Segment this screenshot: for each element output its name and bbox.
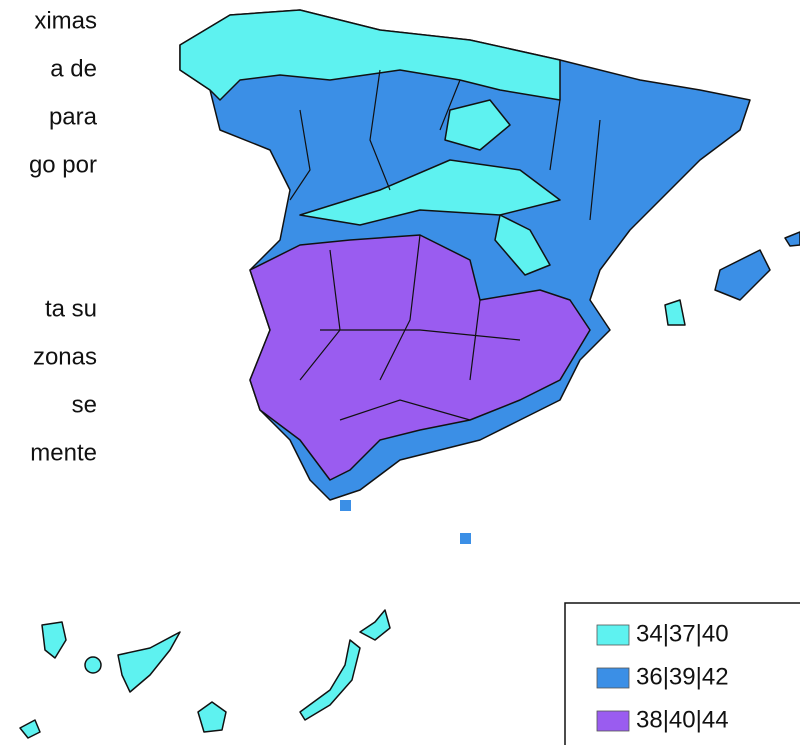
menorca	[784, 231, 800, 247]
el-hierro	[19, 719, 41, 739]
text-line: zonas	[33, 343, 97, 370]
text-line: se	[72, 391, 97, 418]
legend-label: 34|37|40	[636, 620, 729, 647]
ceuta	[340, 500, 351, 511]
cropped-text: ximas a de para go por ta su zonas se mente	[29, 7, 98, 466]
fuerteventura	[299, 639, 361, 721]
lanzarote	[359, 609, 391, 641]
legend-label: 38|40|44	[636, 706, 729, 733]
melilla	[460, 533, 471, 544]
text-line: a de	[50, 55, 97, 82]
la-gomera	[84, 656, 102, 674]
zone-central	[299, 159, 561, 226]
zone-ebro	[444, 99, 511, 151]
legend-swatch	[596, 710, 630, 732]
zone-south	[249, 234, 591, 481]
legend-label: 36|39|42	[636, 663, 729, 690]
text-line: ta su	[45, 295, 97, 322]
legend-swatch	[596, 667, 630, 689]
zone-central-east	[494, 214, 551, 276]
province-borders	[289, 69, 601, 421]
gran-canaria	[197, 701, 227, 733]
tenerife	[117, 631, 181, 693]
mallorca	[714, 249, 771, 301]
legend: 34|37|40 36|39|42 38|40|44	[596, 620, 729, 733]
spain-mainland	[179, 9, 751, 501]
text-line: para	[49, 103, 98, 130]
text-line: go por	[29, 151, 97, 178]
ibiza	[664, 299, 686, 326]
legend-swatch	[596, 624, 630, 646]
la-palma	[41, 621, 67, 659]
text-line: ximas	[34, 7, 97, 34]
map	[19, 9, 800, 739]
text-line: mente	[30, 439, 97, 466]
